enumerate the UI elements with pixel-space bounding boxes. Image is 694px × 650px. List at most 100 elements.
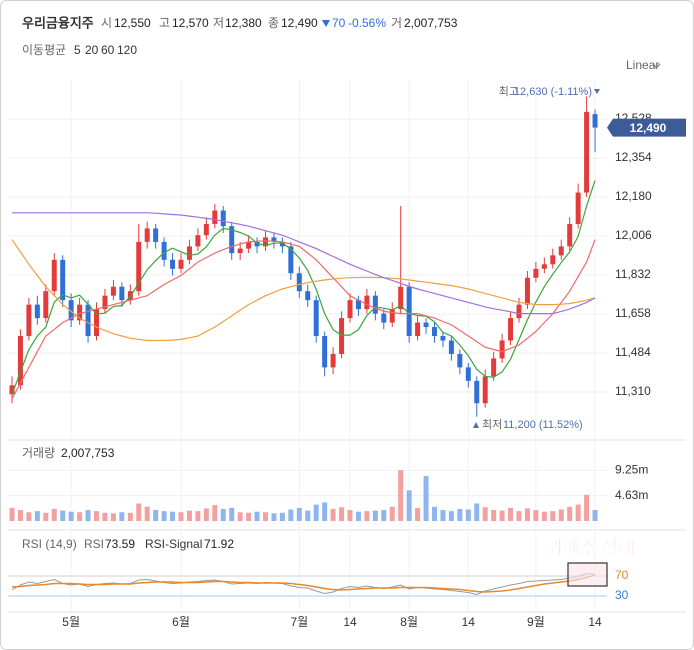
candle-body <box>161 241 167 260</box>
candle-body <box>195 235 201 247</box>
header-value: 12,550 <box>114 16 151 30</box>
scale-toggle[interactable]: Linear <box>626 58 661 72</box>
candle-body <box>26 304 32 337</box>
candle-body <box>102 295 108 310</box>
volume-bar <box>68 511 74 521</box>
scale-label[interactable]: Linear <box>626 58 659 72</box>
x-tick-label: 6월 <box>172 615 190 629</box>
candle-body <box>524 277 530 305</box>
volume-bar <box>516 511 522 521</box>
candle-body <box>322 336 328 368</box>
candle-body <box>144 228 150 242</box>
volume-bar <box>178 512 184 521</box>
candle-body <box>305 291 311 301</box>
high-text: 12,630 (-1.11%) <box>514 86 592 98</box>
candle-body <box>465 367 471 381</box>
ma-line <box>11 239 596 342</box>
volume-bar <box>482 507 488 521</box>
header-label: 거 <box>391 16 402 30</box>
chevron[interactable] <box>652 63 661 69</box>
volume-bar <box>26 512 32 521</box>
header-label: 고 <box>159 16 170 30</box>
volume-bar <box>237 512 243 521</box>
candle-body <box>575 192 581 224</box>
candle-body <box>448 340 454 354</box>
y-tick-label: 11,658 <box>615 306 651 320</box>
rsi-line <box>11 574 596 593</box>
volume-bar <box>440 510 446 521</box>
candle-body <box>415 322 421 337</box>
volume-bar <box>457 508 463 521</box>
volume-bar <box>77 512 83 521</box>
candle-body <box>567 223 573 247</box>
volume-bar <box>144 506 150 521</box>
volume-bar <box>339 507 345 521</box>
candle-body <box>178 259 184 269</box>
volume-bar <box>508 507 514 521</box>
volume-bar <box>389 506 395 521</box>
header-volume: 2,007,753 <box>404 16 458 30</box>
volume-bar <box>43 512 49 521</box>
candle-body <box>313 300 319 337</box>
volume-bar <box>186 510 192 521</box>
volume-bar <box>347 510 353 521</box>
volume-bar <box>381 510 387 521</box>
candle-body <box>330 353 336 368</box>
volume-bar <box>524 508 530 521</box>
volume-bar <box>212 505 218 521</box>
volume-bar <box>474 503 480 521</box>
header-value: 12,570 <box>172 16 209 30</box>
rsi-label: RSI (14,9) <box>22 537 77 551</box>
candle-body <box>288 246 294 274</box>
volume-value: 2,007,753 <box>61 446 115 460</box>
header-label: 시 <box>101 16 112 30</box>
rsi-legend-value: 71.92 <box>204 537 234 551</box>
legend-entry: 120 <box>117 43 137 57</box>
header-value: 12,380 <box>225 16 262 30</box>
candle-body <box>136 241 142 292</box>
legend-entry: 5 <box>74 43 81 57</box>
x-tick-label: 14 <box>588 615 602 629</box>
last-price-label: 12,490 <box>630 121 667 135</box>
volume-bar <box>94 511 99 521</box>
volume-bar <box>17 510 23 521</box>
rsi-tick-label: 30 <box>615 588 629 602</box>
volume-bar <box>263 512 268 521</box>
volume-bar <box>110 513 116 521</box>
ma-line <box>11 180 596 395</box>
candle-body <box>474 380 480 404</box>
candle-body <box>499 340 505 359</box>
y-tick-label: 12,354 <box>615 150 652 164</box>
rsi-tick-label: 70 <box>615 568 629 582</box>
candle-body <box>592 114 598 128</box>
x-tick-label: 5월 <box>62 615 80 629</box>
low-label: 최저 <box>482 418 502 431</box>
candle-body <box>271 237 277 242</box>
candle-body <box>372 295 378 314</box>
overbought-note: 과매수 상태 <box>547 538 635 558</box>
ma-label: 이동평균 <box>22 43 66 57</box>
volume-bar <box>415 507 421 521</box>
volume-bar <box>34 511 40 521</box>
candle-body <box>279 241 285 247</box>
rsi-legend-value: 73.59 <box>105 537 135 551</box>
volume-bar <box>60 510 66 521</box>
volume-bar <box>119 512 125 521</box>
volume-bar <box>313 504 319 521</box>
overbought-box <box>567 562 608 587</box>
volume-bar <box>288 509 294 521</box>
candle-body <box>508 318 514 341</box>
low-text: 11,200 (11.52%) <box>503 419 583 431</box>
candle-body <box>119 286 125 301</box>
volume-bar <box>51 508 57 521</box>
candle-body <box>17 336 23 386</box>
volume-bar <box>423 476 429 521</box>
volume-bar <box>567 506 573 521</box>
candle-body <box>34 304 40 319</box>
volume-bar <box>584 494 590 521</box>
legend-entry: 60 <box>101 43 115 57</box>
volume-bar <box>296 507 302 521</box>
candle-body <box>153 228 159 242</box>
volume-bar <box>364 511 370 521</box>
